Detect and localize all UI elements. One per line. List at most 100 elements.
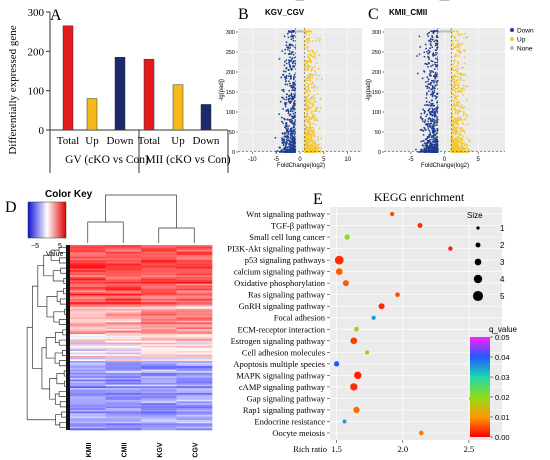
heatmap-cell	[105, 295, 142, 298]
volcano-point	[311, 81, 314, 84]
volcano-point	[458, 128, 461, 131]
heatmap-cell	[176, 419, 213, 422]
volcano-point	[307, 101, 310, 104]
volcano-point	[461, 42, 464, 45]
volcano-point	[454, 45, 456, 48]
volcano-point	[304, 97, 307, 100]
volcano-point	[429, 131, 431, 134]
volcano-point	[285, 59, 288, 62]
heatmap-cell	[141, 287, 177, 290]
volcano-point	[304, 98, 307, 101]
heatmap-cell	[141, 250, 177, 253]
volcano-point	[454, 108, 457, 111]
heatmap-cell	[141, 248, 177, 251]
heatmap-cell	[70, 419, 106, 422]
heatmap-cell	[176, 248, 213, 251]
volcano-point	[285, 98, 288, 101]
volcano-point	[305, 102, 308, 105]
volcano-point	[290, 86, 293, 89]
volcano-point	[465, 146, 468, 148]
volcano-point	[432, 129, 435, 132]
volcano-point	[424, 119, 427, 122]
volcano-point	[293, 129, 296, 132]
volcano-point	[426, 147, 429, 150]
volcano-point	[285, 77, 288, 80]
volcano-point	[428, 58, 431, 60]
volcano-point	[455, 144, 458, 147]
bar	[62, 25, 74, 131]
x-tick-label: 2.0	[397, 444, 408, 454]
volcano-point	[310, 49, 313, 52]
volcano-point	[313, 98, 315, 101]
volcano-point	[426, 50, 428, 53]
heatmap-cell	[141, 349, 177, 352]
volcano-point	[303, 113, 306, 115]
heatmap-cell	[176, 263, 213, 266]
heatmap-cell	[141, 307, 177, 310]
heatmap-cell	[176, 288, 213, 291]
heatmap-cell	[141, 377, 177, 380]
volcano-point	[288, 97, 290, 100]
volcano-point	[305, 88, 308, 91]
heatmap-cell	[176, 335, 213, 338]
volcano-point	[431, 90, 434, 93]
volcano-point	[435, 119, 437, 122]
volcano-point	[456, 142, 459, 144]
volcano-point	[310, 118, 313, 121]
heatmap-cell	[70, 413, 106, 416]
volcano-point	[313, 131, 316, 134]
enrichment-point	[371, 315, 376, 320]
heatmap-cell	[141, 371, 177, 374]
volcano-point	[461, 89, 464, 91]
volcano-point	[310, 98, 313, 100]
volcano-point	[282, 88, 285, 91]
volcano-point	[452, 63, 455, 66]
volcano-point	[433, 89, 436, 92]
heatmap-cell	[141, 387, 177, 390]
volcano-point	[428, 140, 431, 143]
volcano-point	[430, 111, 433, 113]
heatmap-cell	[176, 319, 213, 321]
heatmap-cell	[141, 367, 177, 370]
heatmap-cell	[176, 426, 213, 429]
volcano-point	[462, 79, 465, 82]
volcano-point	[308, 106, 311, 109]
heatmap-cell	[105, 406, 142, 409]
volcano-point	[432, 80, 434, 83]
volcano-point	[282, 143, 285, 145]
volcano-point	[433, 104, 436, 107]
heatmap-cell	[176, 374, 213, 377]
color-key-title: Color Key	[45, 189, 93, 200]
heatmap-cell	[176, 339, 213, 342]
heatmap-cell	[105, 349, 142, 352]
volcano-point	[308, 50, 311, 53]
heatmap-cell	[141, 280, 177, 283]
heatmap-cell	[141, 251, 177, 254]
volcano-point	[451, 47, 454, 50]
heatmap-cell	[141, 401, 177, 404]
volcano-point	[307, 99, 310, 102]
volcano-point	[286, 32, 289, 35]
heatmap-cell	[70, 366, 106, 369]
enrichment-point	[334, 255, 344, 265]
volcano-point	[293, 106, 295, 109]
heatmap-cell	[70, 364, 106, 367]
heatmap-cell	[176, 361, 213, 364]
volcano-point	[423, 70, 425, 72]
volcano-point	[315, 62, 318, 65]
volcano-point	[454, 59, 457, 62]
heatmap-cell	[176, 246, 213, 249]
heatmap-cell	[70, 298, 106, 301]
volcano-point	[292, 112, 295, 115]
volcano-point	[457, 123, 460, 126]
heatmap-cell	[176, 342, 213, 345]
volcano-point	[431, 95, 434, 98]
volcano-point	[442, 30, 445, 33]
heatmap-cell	[105, 414, 142, 417]
volcano-point	[428, 50, 431, 53]
heatmap-cell	[176, 421, 213, 424]
volcano-point	[431, 111, 434, 114]
panel-c-title: KMII_CMII	[389, 8, 427, 17]
heatmap-cell	[176, 251, 213, 254]
volcano-point	[293, 123, 296, 126]
